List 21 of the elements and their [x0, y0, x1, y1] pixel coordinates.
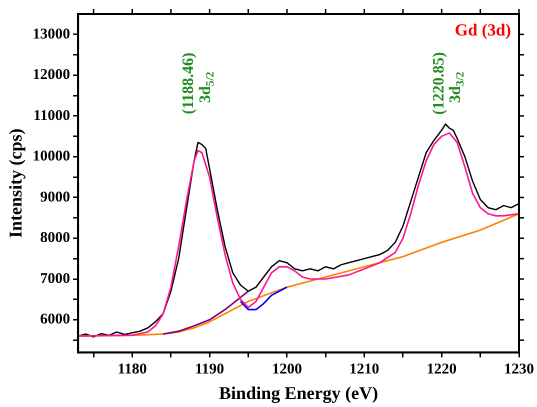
y-tick-label: 12000 [32, 67, 70, 84]
annotation: (1220.85) [430, 52, 448, 115]
x-tick-label: 1190 [195, 361, 224, 378]
y-tick-label: 9000 [40, 189, 70, 206]
y-axis-title: Intensity (cps) [5, 128, 26, 238]
x-tick-label: 1180 [118, 361, 147, 378]
annotation: (1188.46) [180, 52, 197, 114]
y-tick-label: 10000 [32, 148, 70, 165]
annotation: 3d3/2 [447, 71, 467, 104]
y-tick-label: 7000 [40, 270, 70, 287]
x-axis-title: Binding Energy (eV) [219, 382, 378, 403]
x-tick-label: 1210 [349, 361, 380, 378]
y-tick-label: 8000 [40, 230, 70, 246]
y-tick-label: 6000 [40, 312, 70, 328]
annotation: 3d5/2 [197, 71, 217, 104]
y-tick-label: 11000 [33, 108, 70, 124]
x-tick-label: 1230 [504, 361, 534, 378]
x-tick-label: 1220 [426, 361, 457, 378]
y-tick-label: 13000 [32, 26, 70, 42]
x-tick-label: 1200 [272, 361, 302, 378]
annotation: Gd (3d) [454, 20, 512, 40]
